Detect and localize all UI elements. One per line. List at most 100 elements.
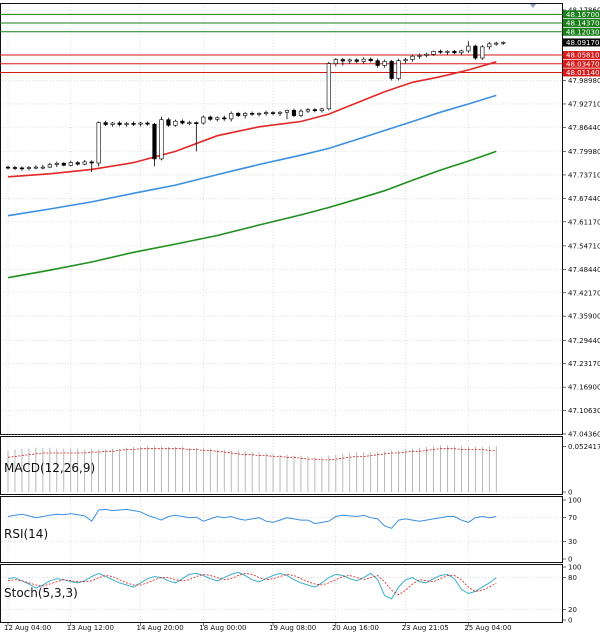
current-price-label: 48.09170 (566, 39, 599, 47)
candle-body (501, 42, 506, 44)
candle (417, 53, 422, 59)
support_levels-tag-label: 48.01140 (566, 69, 599, 77)
time-tick-label: 20 Aug 16:00 (332, 624, 379, 632)
candle-body (284, 110, 290, 113)
candle-body (145, 122, 150, 125)
price-tick-label: 47.73710 (568, 171, 600, 179)
candle (215, 116, 220, 122)
candle (431, 50, 436, 56)
candle-body (103, 122, 108, 125)
candle-body (222, 117, 227, 120)
price-tick-label: 47.86440 (568, 124, 600, 132)
candle-body (236, 113, 241, 116)
candle (382, 59, 387, 68)
candle (403, 58, 408, 64)
candle (236, 111, 241, 118)
macd-panel-frame (0, 436, 563, 495)
candle-body (263, 112, 269, 114)
candle (173, 119, 178, 127)
candle (19, 166, 25, 171)
candle-body (487, 43, 492, 48)
time-tick-label: 25 Aug 04:00 (464, 624, 511, 632)
candle-body (480, 46, 485, 59)
macd-signal-line (7, 448, 497, 461)
candle-body (40, 166, 45, 169)
candle (96, 121, 101, 167)
time-tick-label: 19 Aug 08:00 (269, 624, 316, 632)
candle-body (250, 113, 255, 115)
candle (103, 120, 108, 127)
candle (159, 116, 164, 161)
candle-body (152, 123, 157, 160)
candle (89, 160, 94, 172)
candle-body (438, 51, 443, 53)
candle (459, 49, 464, 56)
price-tick-label: 47.92710 (568, 100, 600, 108)
candle-body (47, 164, 52, 168)
candle-body (19, 167, 25, 170)
moving-average-line (7, 61, 497, 178)
candle (145, 121, 150, 126)
candle (138, 121, 143, 127)
support_levels-tag (563, 51, 600, 60)
candle-body (403, 59, 408, 61)
candle-body (445, 51, 450, 53)
candle (110, 121, 115, 127)
candle (354, 58, 359, 64)
price-tick-label: 47.42170 (568, 289, 600, 297)
time-axis: 12 Aug 04:00 13 Aug 12:00 14 Aug 20:00 18 A… (4, 622, 512, 632)
stoch-label: Stoch(5,3,3) (4, 586, 78, 600)
stoch-tick-label: 0 (568, 617, 572, 625)
stoch-tick-label: 100 (568, 564, 581, 572)
candle (305, 108, 311, 113)
candle-body (110, 122, 115, 125)
resistance_levels-tag-label: 48.16700 (566, 11, 599, 19)
candle (270, 111, 276, 116)
candle (26, 166, 32, 171)
panel-frames (0, 3, 563, 623)
moving-averages (7, 61, 497, 279)
grid (2, 4, 562, 622)
candle-body (117, 122, 122, 125)
time-tick-label: 12 Aug 04:00 (4, 624, 51, 632)
candle (375, 58, 380, 68)
candles (5, 41, 506, 172)
candle-body (215, 117, 220, 120)
candle-body (340, 59, 345, 62)
candle-body (368, 58, 373, 61)
candle (194, 121, 199, 152)
candle-body (159, 119, 164, 160)
candle-body (201, 116, 206, 124)
time-tick-label: 13 Aug 12:00 (67, 624, 114, 632)
candle (487, 41, 492, 50)
candle (61, 161, 66, 167)
candle (187, 120, 192, 126)
candle (466, 41, 471, 53)
candle (124, 121, 129, 127)
stoch-panel-frame (0, 564, 563, 623)
candle-body (424, 54, 429, 56)
scroll-marker-icon[interactable] (530, 4, 536, 8)
candle (277, 111, 283, 116)
candle (131, 121, 136, 127)
price-tick-label: 47.04360 (568, 431, 600, 439)
price-tick-label: 47.16900 (568, 384, 600, 392)
candle-body (375, 60, 380, 66)
candle (68, 160, 73, 167)
candle-body (33, 166, 38, 169)
candle (501, 41, 506, 45)
candle-body (89, 161, 94, 164)
candle (284, 109, 290, 120)
candle-body (459, 50, 464, 54)
candle (368, 57, 373, 63)
candle (256, 112, 262, 117)
candle-body (333, 59, 338, 64)
candle-body (173, 120, 178, 126)
candle (82, 160, 87, 166)
candle-body (396, 60, 401, 79)
time-tick-label: 14 Aug 20:00 (137, 624, 184, 632)
candle-body (187, 122, 192, 124)
rsi-tick-label: 100 (568, 497, 581, 505)
